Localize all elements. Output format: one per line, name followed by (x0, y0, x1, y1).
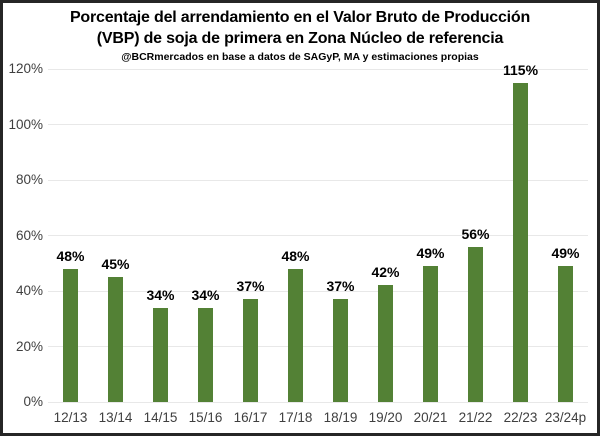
x-axis-tick-label: 18/19 (323, 410, 358, 425)
bar-value-label: 48% (281, 247, 310, 264)
bar (153, 307, 168, 402)
chart-subtitle: @BCRmercados en base a datos de SAGyP, M… (121, 51, 479, 63)
x-axis-tick-label: 13/14 (98, 410, 133, 425)
gridline (48, 68, 588, 70)
gridline (48, 179, 588, 181)
gridline (48, 346, 588, 347)
gridline (48, 124, 588, 125)
x-axis-tick-label: 21/22 (458, 410, 493, 425)
x-axis-tick-label: 14/15 (143, 410, 178, 425)
bar (513, 82, 528, 402)
bar (243, 299, 258, 402)
x-axis-tick-label: 23/24p (544, 410, 587, 425)
bar (423, 266, 438, 402)
chart-header: Porcentaje del arrendamiento en el Valor… (0, 7, 600, 64)
bar (468, 246, 483, 402)
y-axis-tick-label: 0% (23, 394, 43, 409)
y-axis-tick-label: 60% (15, 227, 43, 243)
y-axis-tick-label: 120% (8, 61, 43, 76)
bar-value-label: 49% (551, 245, 580, 262)
chart-title-line-1: Porcentaje del arrendamiento en el Valor… (69, 9, 531, 26)
bar (288, 268, 303, 402)
gridline (48, 290, 588, 292)
y-axis-tick-label: 20% (15, 338, 43, 354)
bar (558, 266, 573, 402)
bar-value-label: 37% (236, 278, 265, 295)
gridline (48, 401, 588, 403)
bar (378, 285, 393, 402)
bar (198, 307, 213, 402)
bar-value-label: 45% (101, 256, 130, 273)
bar (333, 299, 348, 402)
chart-title-line-2: (VBP) de soja de primera en Zona Núcleo … (96, 30, 504, 47)
bar (63, 268, 78, 402)
y-axis-tick-label: 80% (15, 172, 43, 187)
x-axis-tick-label: 15/16 (188, 410, 223, 425)
bar (108, 277, 123, 402)
y-axis-tick-label: 40% (15, 283, 43, 298)
x-axis-tick-label: 17/18 (278, 410, 313, 425)
bar-value-label: 115% (502, 61, 539, 78)
x-axis-tick-label: 16/17 (233, 410, 268, 425)
bar-value-label: 48% (56, 247, 85, 264)
bar-value-label: 34% (191, 286, 220, 303)
bar-value-label: 56% (461, 225, 490, 242)
x-axis-tick-label: 19/20 (368, 410, 403, 425)
x-axis-tick-label: 20/21 (413, 410, 448, 425)
bar-value-label: 42% (371, 264, 400, 281)
bar-value-label: 34% (146, 286, 175, 303)
x-axis-tick-label: 12/13 (53, 410, 88, 425)
bar-value-label: 49% (416, 245, 445, 262)
x-axis-tick-label: 22/23 (503, 410, 538, 425)
bar-value-label: 37% (326, 278, 355, 295)
y-axis-tick-label: 100% (8, 116, 43, 132)
gridline (48, 235, 588, 236)
